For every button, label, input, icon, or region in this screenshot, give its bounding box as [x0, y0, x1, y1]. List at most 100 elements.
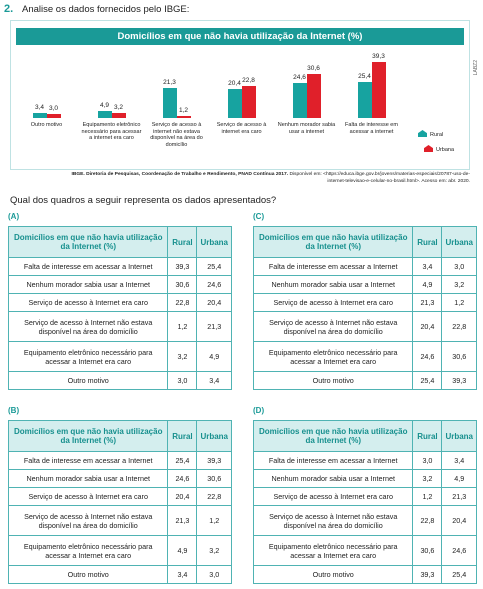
value-label: 1,2	[178, 107, 189, 115]
header-row: Domicílios em que não havia utilização d…	[252, 226, 477, 258]
legend-label: Urbana	[436, 147, 455, 153]
table-cell: 22,8	[441, 311, 477, 342]
bar	[371, 62, 386, 118]
table-row: Serviço de acesso à Internet não estava …	[252, 311, 477, 342]
table-row: Equipamento eletrônico necessário para a…	[7, 341, 232, 372]
question-number: 2.	[4, 3, 14, 15]
table-cell: Falta de interesse em acessar a Internet	[7, 451, 169, 470]
table-cell: 22,8	[412, 505, 443, 536]
table-cell: 1,2	[167, 311, 198, 342]
table-row: Falta de interesse em acessar a Internet…	[7, 257, 232, 276]
question-intro: Analise os dados fornecidos pelo IBGE:	[22, 4, 190, 15]
table-cell: 24,6	[196, 275, 232, 294]
value-label: 4,9	[99, 102, 110, 110]
table-row: Serviço de acesso à Internet não estava …	[7, 311, 232, 342]
header-cell: Rural	[412, 420, 443, 452]
table-cell: 21,3	[412, 293, 443, 312]
header-cell: Domicílios em que não havia utilização d…	[252, 226, 414, 258]
table-cell: 30,6	[412, 535, 443, 566]
table-row: Nenhum morador sabia usar a Internet 30,6…	[7, 275, 232, 294]
value-label: 30,6	[307, 65, 320, 73]
table-row: Falta de interesse em acessar a Internet…	[7, 451, 232, 470]
table-cell: 30,6	[196, 469, 232, 488]
table-cell: Nenhum morador sabia usar a Internet	[7, 275, 169, 294]
table-cell: 1,2	[412, 487, 443, 506]
source-text: Disponível em: <https://educa.ibge.gov.b…	[289, 172, 470, 184]
table-row: Serviço de acesso à Internet era caro 22,…	[7, 293, 232, 312]
table-cell: 3,2	[441, 275, 477, 294]
table-cell: 39,3	[167, 257, 198, 276]
option-letter: (D)	[253, 406, 265, 415]
table-cell: 3,4	[196, 371, 232, 390]
option-table: Domicílios em que não havia utilização d…	[252, 226, 477, 390]
legend-icon	[424, 145, 433, 152]
table-cell: Nenhum morador sabia usar a Internet	[7, 469, 169, 488]
header-cell: Rural	[167, 420, 198, 452]
table-row: Serviço de acesso à Internet era caro 20,…	[7, 487, 232, 506]
table-row: Serviço de acesso à Internet era caro 1,2…	[252, 487, 477, 506]
table-row: Nenhum morador sabia usar a Internet 24,6…	[7, 469, 232, 488]
bar	[357, 81, 372, 118]
table-cell: 20,4	[441, 505, 477, 536]
table-cell: 3,4	[441, 451, 477, 470]
table-cell: 4,9	[167, 535, 198, 566]
bar	[176, 116, 191, 118]
bar	[227, 88, 242, 118]
option-table: Domicílios em que não havia utilização d…	[252, 420, 477, 584]
header-cell: Urbana	[441, 420, 477, 452]
table-cell: Serviço de acesso à Internet era caro	[252, 487, 414, 506]
table-cell: Serviço de acesso à Internet não estava …	[7, 311, 169, 342]
table-cell: 20,4	[412, 311, 443, 342]
category-label: Serviço de acesso à internet não estava …	[150, 122, 203, 148]
table-cell: Nenhum morador sabia usar a Internet	[252, 275, 414, 294]
table-cell: 4,9	[196, 341, 232, 372]
table-row: Nenhum morador sabia usar a Internet 3,2 4…	[252, 469, 477, 488]
table-cell: 3,0	[412, 451, 443, 470]
table-cell: 3,0	[196, 565, 232, 584]
table-cell: 25,4	[412, 371, 443, 390]
table-cell: Serviço de acesso à Internet não estava …	[7, 505, 169, 536]
value-label: 21,3	[163, 78, 176, 86]
table-cell: 24,6	[412, 341, 443, 372]
header-cell: Domicílios em que não havia utilização d…	[252, 420, 414, 452]
category-label: Nenhum morador sabia usar a internet	[277, 122, 336, 135]
category-label: Falta de interesse em acessar a internet	[345, 122, 398, 135]
bar	[241, 85, 256, 118]
table-cell: 3,2	[412, 469, 443, 488]
question-prompt: Qual dos quadros a seguir representa os …	[10, 195, 277, 206]
table-row: Outro motivo 25,4 39,3	[252, 371, 477, 390]
bar	[111, 113, 126, 118]
header-row: Domicílios em que não havia utilização d…	[252, 420, 477, 452]
table-row: Serviço de acesso à Internet era caro 21,…	[252, 293, 477, 312]
table-cell: 39,3	[196, 451, 232, 470]
table-cell: 4,9	[412, 275, 443, 294]
table-cell: 21,3	[196, 311, 232, 342]
table-cell: Serviço de acesso à Internet era caro	[7, 293, 169, 312]
value-label: 39,3	[372, 53, 385, 60]
option-table: Domicílios em que não havia utilização d…	[7, 226, 232, 390]
header-row: Domicílios em que não havia utilização d…	[7, 226, 232, 258]
table-cell: 1,2	[196, 505, 232, 536]
table-cell: 3,2	[196, 535, 232, 566]
value-label: 3,2	[113, 104, 124, 112]
table-cell: 3,4	[412, 257, 443, 276]
table-cell: Serviço de acesso à Internet era caro	[7, 487, 169, 506]
table-cell: Falta de interesse em acessar a Internet	[252, 257, 414, 276]
table-cell: 25,4	[441, 565, 477, 584]
table-cell: Outro motivo	[7, 371, 169, 390]
value-label: 25,4	[358, 72, 371, 80]
table-row: Serviço de acesso à Internet não estava …	[7, 505, 232, 536]
table-row: Outro motivo 3,4 3,0	[7, 565, 232, 584]
table-cell: Falta de interesse em acessar a Internet	[7, 257, 169, 276]
table-cell: Serviço de acesso à Internet não estava …	[252, 311, 414, 342]
table-row: Equipamento eletrônico necessário para a…	[252, 535, 477, 566]
chart-title: Domicílios em que não havia utilização d…	[16, 28, 464, 45]
table-cell: 21,3	[167, 505, 198, 536]
table-cell: Equipamento eletrônico necessário para a…	[252, 535, 414, 566]
table-cell: Serviço de acesso à Internet era caro	[252, 293, 414, 312]
table-row: Outro motivo 39,3 25,4	[252, 565, 477, 584]
credit: LABZ2	[473, 60, 479, 76]
table-cell: Nenhum morador sabia usar a Internet	[252, 469, 414, 488]
value-label: 20,4	[228, 79, 241, 87]
